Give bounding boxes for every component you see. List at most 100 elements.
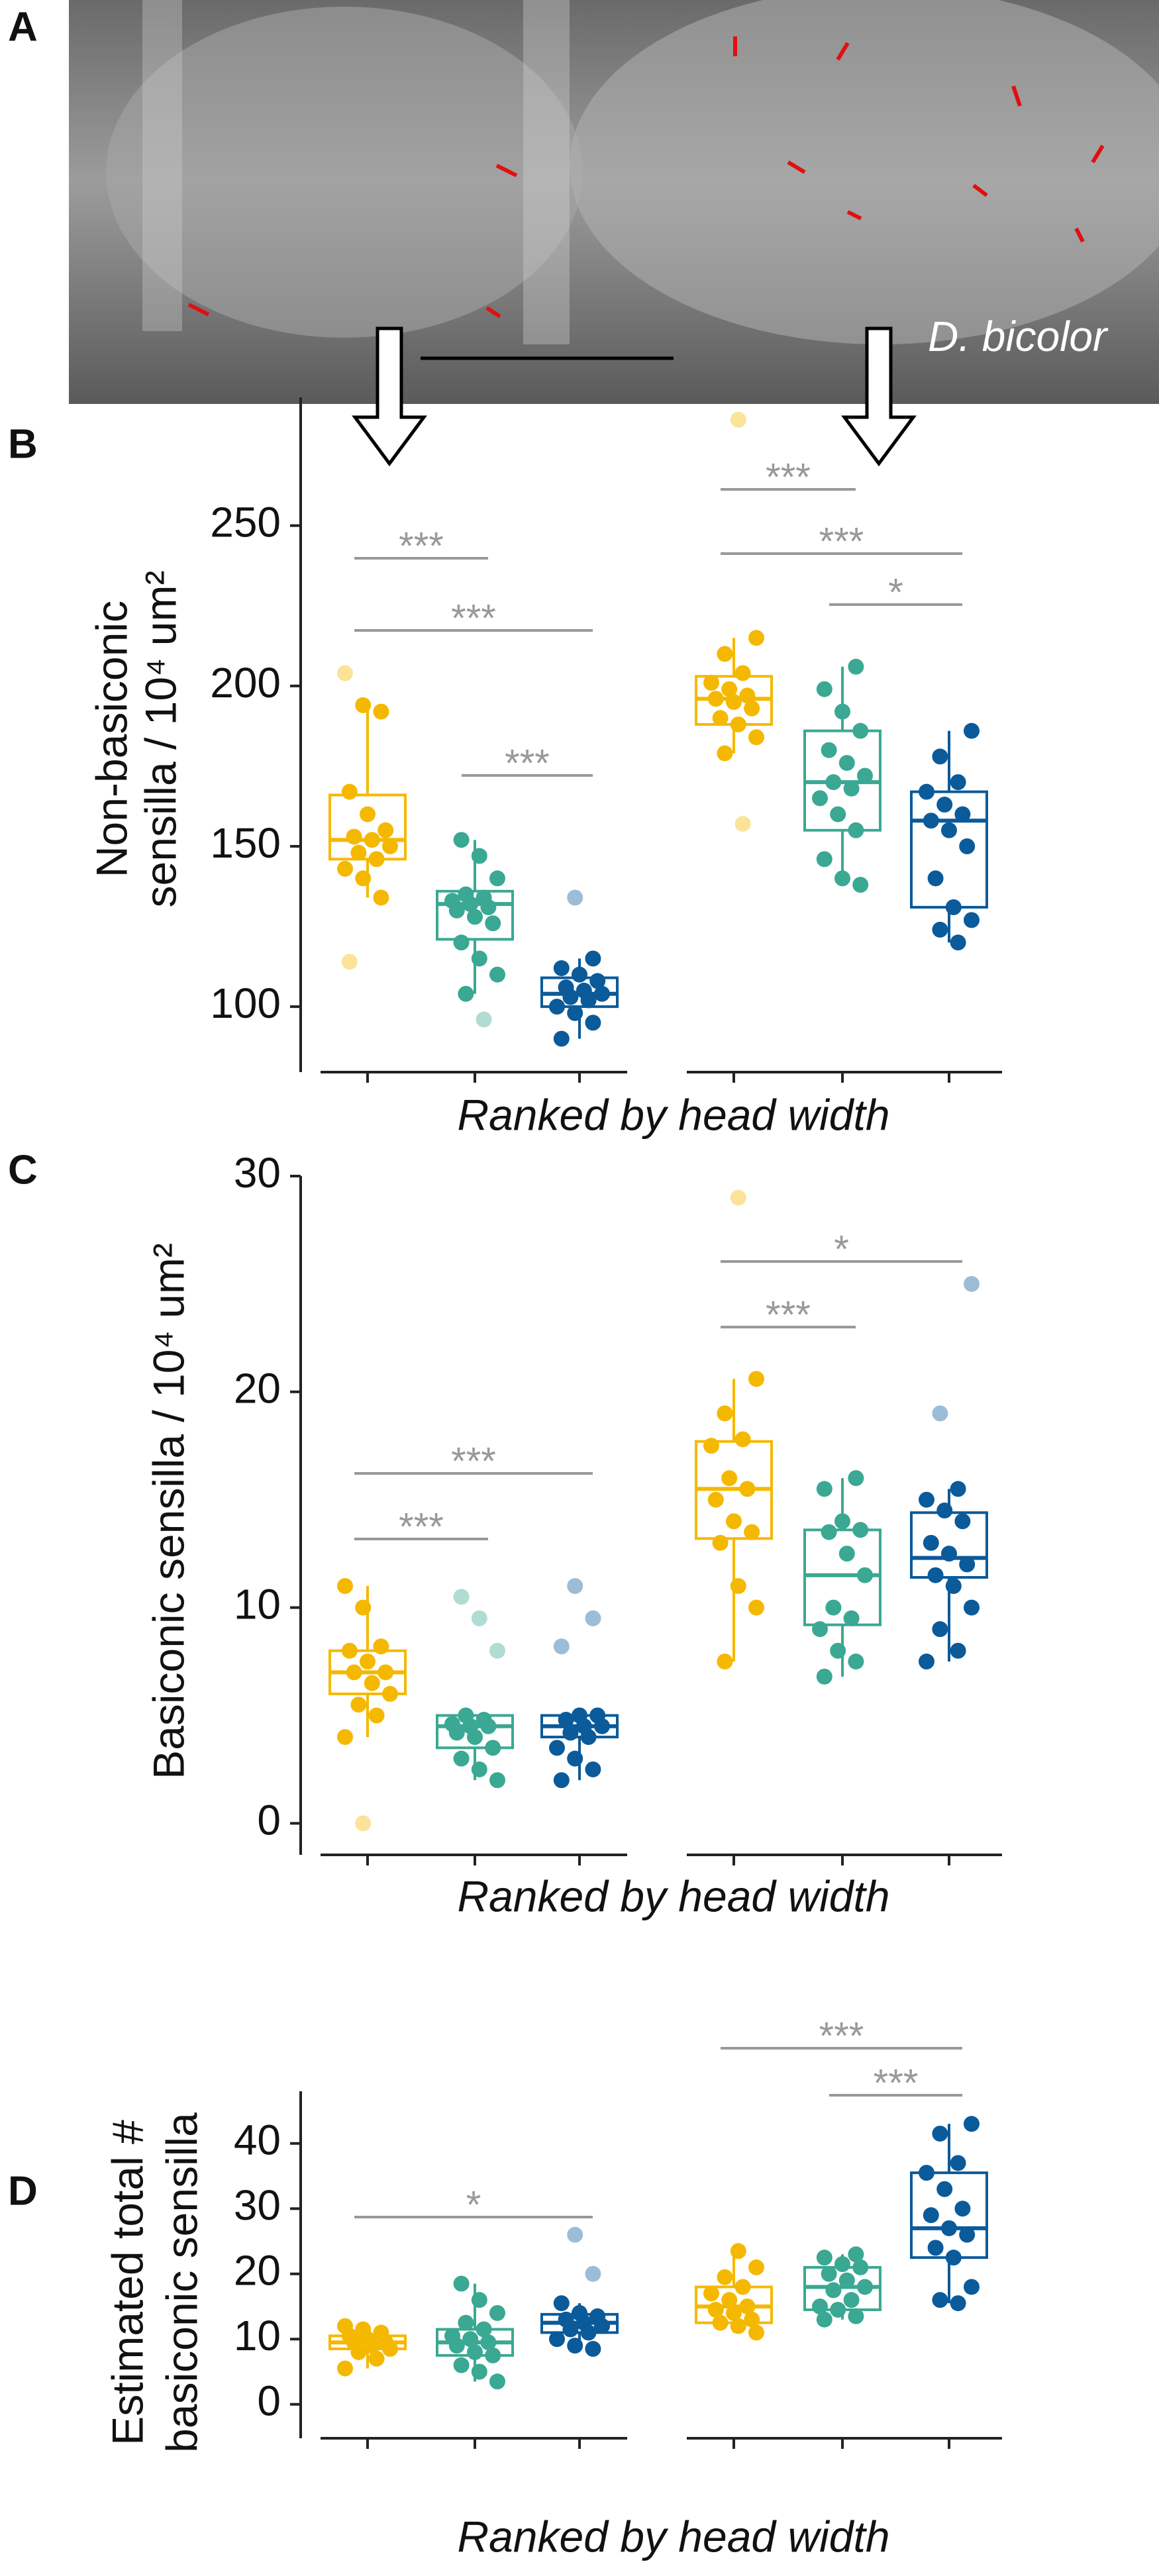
data-point xyxy=(341,1642,358,1659)
data-point xyxy=(848,2246,864,2263)
data-point xyxy=(927,1567,944,1583)
data-point xyxy=(553,960,570,977)
photo: D. bicolor A xyxy=(8,0,1159,467)
data-point xyxy=(368,2350,385,2367)
data-point xyxy=(471,1610,487,1626)
data-point xyxy=(919,783,934,800)
data-point xyxy=(932,2126,948,2142)
data-point xyxy=(816,1481,832,1497)
data-point xyxy=(830,806,846,822)
data-point xyxy=(959,1556,976,1573)
data-point xyxy=(730,411,746,428)
data-point xyxy=(834,1513,850,1530)
significance-label: *** xyxy=(874,2061,919,2105)
data-point xyxy=(730,1189,746,1206)
data-point xyxy=(848,658,864,675)
data-point xyxy=(852,1522,869,1538)
data-point xyxy=(923,2207,939,2224)
data-point xyxy=(341,783,358,800)
data-point xyxy=(959,2226,976,2243)
data-point xyxy=(843,780,860,797)
data-point xyxy=(954,806,971,822)
data-point xyxy=(346,1664,362,1681)
data-point xyxy=(717,646,733,662)
data-point xyxy=(852,722,869,739)
x-axis-label: Ranked by head width xyxy=(457,2512,889,2561)
data-point xyxy=(355,1815,372,1832)
data-point xyxy=(489,1772,505,1789)
red-arrows xyxy=(187,36,1105,319)
data-point xyxy=(471,2363,487,2380)
data-point xyxy=(471,848,487,864)
data-point xyxy=(707,2301,724,2318)
data-point xyxy=(932,1405,948,1422)
data-point xyxy=(346,828,362,845)
data-point xyxy=(945,2250,962,2266)
data-point xyxy=(838,755,855,771)
data-point xyxy=(489,870,505,887)
data-point xyxy=(816,681,832,697)
y-tick-label: 20 xyxy=(234,1365,281,1412)
data-point xyxy=(553,1030,570,1047)
data-point xyxy=(730,2318,746,2334)
data-point xyxy=(373,1638,389,1655)
data-point xyxy=(355,1599,372,1616)
data-point xyxy=(825,774,842,791)
data-point xyxy=(594,2318,610,2334)
data-point xyxy=(739,687,756,704)
panel-label: A xyxy=(8,4,38,50)
significance-label: *** xyxy=(399,524,444,568)
data-point xyxy=(843,1610,860,1626)
panel-label: C xyxy=(8,1147,38,1193)
data-point xyxy=(717,745,733,762)
data-point xyxy=(748,2259,764,2275)
data-point xyxy=(726,2304,742,2321)
data-point xyxy=(857,1567,873,1583)
data-point xyxy=(585,1761,601,1777)
data-point xyxy=(734,665,751,681)
significance-label: * xyxy=(834,1228,849,1271)
y-tick-label: 0 xyxy=(257,2377,281,2425)
data-point xyxy=(462,896,479,913)
data-point xyxy=(923,1534,939,1551)
data-point xyxy=(717,2269,733,2285)
data-point xyxy=(936,2181,953,2197)
data-point xyxy=(360,1654,376,1670)
data-point xyxy=(734,816,751,832)
data-point xyxy=(816,2311,832,2328)
data-point xyxy=(453,832,470,848)
data-point xyxy=(476,2321,492,2338)
data-point xyxy=(936,1502,953,1518)
y-tick-label: 30 xyxy=(234,2181,281,2229)
data-point xyxy=(553,1772,570,1789)
data-point xyxy=(485,2347,501,2363)
data-point xyxy=(467,1729,483,1746)
data-point xyxy=(549,999,565,1015)
data-point xyxy=(364,832,380,848)
data-point xyxy=(721,681,738,697)
data-point xyxy=(707,1491,724,1508)
y-axis-label: basiconic sensilla xyxy=(157,2112,206,2453)
significance-label: *** xyxy=(451,597,496,640)
data-point xyxy=(721,2292,738,2308)
antenna-segment xyxy=(106,7,583,338)
data-point xyxy=(485,915,501,932)
data-point xyxy=(489,966,505,983)
data-point xyxy=(848,822,864,838)
data-point xyxy=(558,1712,574,1728)
data-point xyxy=(355,870,372,887)
data-point xyxy=(549,2331,565,2348)
data-point xyxy=(471,2292,487,2308)
data-point xyxy=(945,899,962,916)
data-point xyxy=(959,838,976,854)
data-point xyxy=(480,1718,497,1734)
data-point xyxy=(585,2265,601,2282)
data-point xyxy=(364,1675,380,1691)
significance-label: *** xyxy=(766,1293,811,1336)
data-point xyxy=(489,1642,505,1659)
data-point xyxy=(852,2259,869,2275)
data-point xyxy=(485,1740,501,1756)
data-point xyxy=(848,1654,864,1670)
data-point xyxy=(382,1685,398,1702)
